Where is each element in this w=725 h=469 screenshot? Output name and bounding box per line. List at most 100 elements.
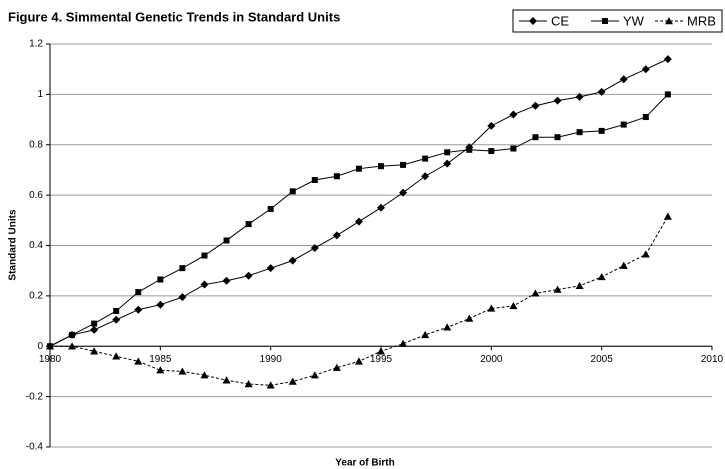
marker bbox=[201, 252, 208, 259]
marker bbox=[597, 87, 606, 96]
marker bbox=[553, 285, 562, 293]
y-axis-title: Standard Units bbox=[8, 209, 19, 281]
marker bbox=[532, 134, 539, 141]
y-tick-label: -0.2 bbox=[26, 391, 44, 402]
marker bbox=[619, 261, 628, 269]
marker bbox=[200, 371, 209, 379]
x-tick-label: 1995 bbox=[370, 354, 393, 365]
marker bbox=[46, 342, 54, 350]
x-tick-label: 2005 bbox=[591, 354, 614, 365]
marker bbox=[421, 172, 430, 181]
marker bbox=[178, 293, 187, 302]
marker bbox=[156, 366, 165, 374]
marker bbox=[134, 305, 143, 314]
marker bbox=[510, 145, 517, 152]
marker bbox=[333, 173, 340, 180]
marker bbox=[641, 250, 650, 258]
y-tick-label: 1 bbox=[37, 89, 43, 100]
marker bbox=[377, 203, 385, 212]
marker bbox=[598, 127, 605, 134]
marker bbox=[465, 314, 474, 322]
marker bbox=[531, 101, 540, 110]
marker bbox=[487, 121, 496, 130]
marker bbox=[179, 265, 186, 272]
marker bbox=[289, 188, 296, 195]
x-tick-label: 2010 bbox=[701, 354, 724, 365]
marker bbox=[288, 256, 297, 265]
marker bbox=[400, 161, 407, 168]
x-axis-title: Year of Birth bbox=[335, 458, 394, 469]
legend-label: MRB bbox=[687, 13, 716, 28]
marker bbox=[664, 91, 671, 98]
marker bbox=[509, 110, 518, 119]
marker bbox=[488, 148, 495, 155]
y-tick-label: 0 bbox=[37, 341, 43, 352]
marker bbox=[245, 221, 252, 228]
marker bbox=[576, 129, 583, 136]
marker bbox=[443, 159, 452, 168]
marker bbox=[157, 276, 164, 283]
marker bbox=[222, 376, 231, 384]
marker bbox=[509, 301, 518, 310]
marker bbox=[90, 325, 99, 334]
marker bbox=[377, 347, 385, 355]
marker bbox=[399, 188, 408, 197]
marker bbox=[134, 357, 143, 365]
legend-label: YW bbox=[623, 13, 645, 28]
marker bbox=[90, 347, 99, 355]
marker bbox=[332, 363, 341, 371]
marker bbox=[663, 212, 672, 220]
marker bbox=[310, 244, 319, 253]
marker bbox=[267, 205, 274, 212]
marker bbox=[156, 300, 165, 309]
x-tick-label: 1980 bbox=[39, 354, 62, 365]
marker bbox=[663, 55, 672, 64]
marker bbox=[665, 17, 673, 25]
marker bbox=[529, 17, 537, 25]
marker bbox=[444, 149, 451, 156]
marker bbox=[200, 280, 209, 289]
y-tick-label: 1.2 bbox=[29, 39, 43, 50]
y-tick-label: 0.4 bbox=[29, 240, 43, 251]
marker bbox=[422, 155, 429, 162]
marker bbox=[575, 92, 584, 101]
marker bbox=[178, 367, 187, 375]
marker bbox=[399, 339, 408, 347]
marker bbox=[619, 75, 628, 84]
marker bbox=[332, 231, 341, 240]
marker bbox=[135, 289, 142, 296]
marker bbox=[91, 320, 98, 327]
legend: CE YW MRB bbox=[512, 9, 723, 33]
x-tick-label: 1985 bbox=[149, 354, 172, 365]
marker bbox=[487, 304, 496, 312]
marker bbox=[602, 18, 608, 24]
marker bbox=[223, 237, 230, 244]
x-tick-label: 2000 bbox=[480, 354, 503, 365]
marker bbox=[421, 330, 430, 339]
marker bbox=[466, 146, 473, 153]
chart-title: Figure 4. Simmental Genetic Trends in St… bbox=[8, 9, 340, 24]
marker bbox=[531, 289, 540, 297]
marker bbox=[554, 134, 561, 141]
series-line bbox=[49, 58, 669, 347]
marker bbox=[641, 65, 650, 74]
marker bbox=[244, 380, 253, 388]
marker bbox=[553, 96, 562, 105]
marker bbox=[266, 264, 275, 273]
marker bbox=[355, 165, 362, 172]
marker bbox=[443, 323, 452, 331]
legend-label: CE bbox=[551, 13, 569, 28]
marker bbox=[575, 281, 584, 289]
y-tick-label: 0.2 bbox=[29, 291, 43, 302]
marker bbox=[112, 315, 121, 324]
y-tick-label: -0.4 bbox=[26, 442, 44, 453]
marker bbox=[354, 357, 363, 365]
marker bbox=[222, 276, 231, 285]
marker bbox=[311, 177, 318, 184]
x-tick-label: 1990 bbox=[260, 354, 283, 365]
marker bbox=[310, 371, 319, 379]
marker bbox=[112, 352, 121, 360]
marker bbox=[68, 342, 77, 350]
marker bbox=[620, 121, 627, 128]
